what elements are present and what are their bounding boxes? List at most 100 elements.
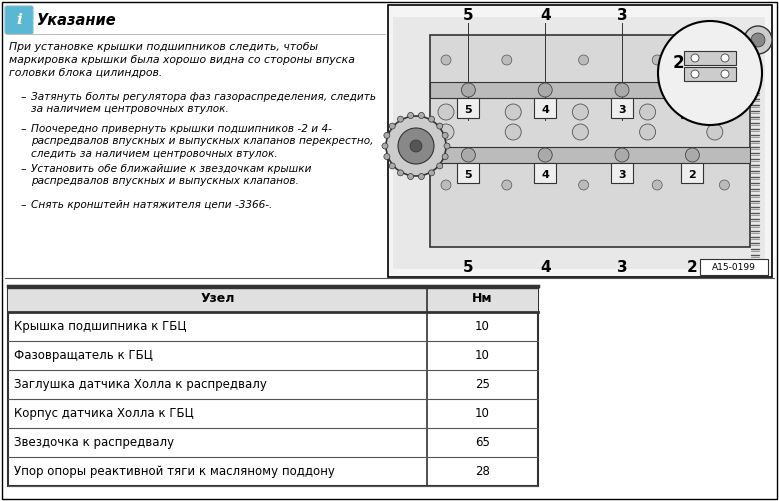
Circle shape xyxy=(719,55,729,65)
Bar xyxy=(388,5,772,277)
Circle shape xyxy=(428,170,435,176)
Text: Установить обе ближайшие к звездочкам крышки
распредвалов впускных и выпускных к: Установить обе ближайшие к звездочкам кр… xyxy=(31,164,312,186)
Circle shape xyxy=(615,83,629,97)
Text: Узел: Узел xyxy=(200,293,234,306)
Bar xyxy=(457,163,479,183)
Circle shape xyxy=(506,124,521,140)
Circle shape xyxy=(461,148,475,162)
Text: 4: 4 xyxy=(541,105,549,115)
Text: 4: 4 xyxy=(540,8,551,23)
Circle shape xyxy=(640,124,656,140)
Bar xyxy=(430,82,750,98)
Text: 28: 28 xyxy=(475,465,490,478)
Circle shape xyxy=(707,124,723,140)
Bar xyxy=(430,147,750,163)
Text: –: – xyxy=(20,200,26,210)
Circle shape xyxy=(418,173,425,179)
Circle shape xyxy=(441,180,451,190)
Circle shape xyxy=(707,104,723,120)
Circle shape xyxy=(438,124,454,140)
Circle shape xyxy=(721,54,729,62)
Circle shape xyxy=(382,143,388,149)
Circle shape xyxy=(615,148,629,162)
Bar xyxy=(534,163,556,183)
Circle shape xyxy=(686,83,700,97)
Circle shape xyxy=(686,148,700,162)
Text: 65: 65 xyxy=(475,436,490,449)
Circle shape xyxy=(658,21,762,125)
Circle shape xyxy=(407,112,414,118)
Circle shape xyxy=(444,143,450,149)
Circle shape xyxy=(744,26,772,54)
Circle shape xyxy=(640,104,656,120)
Circle shape xyxy=(579,55,589,65)
Text: Указание: Указание xyxy=(37,13,117,28)
Circle shape xyxy=(573,124,588,140)
Circle shape xyxy=(418,112,425,118)
Circle shape xyxy=(428,116,435,122)
Text: 2: 2 xyxy=(689,170,696,180)
Text: 10: 10 xyxy=(475,349,490,362)
Circle shape xyxy=(461,83,475,97)
Circle shape xyxy=(538,83,552,97)
Circle shape xyxy=(691,70,699,78)
Circle shape xyxy=(719,180,729,190)
Circle shape xyxy=(691,54,699,62)
Bar xyxy=(684,51,736,65)
Text: 5: 5 xyxy=(464,105,472,115)
Circle shape xyxy=(410,140,422,152)
Circle shape xyxy=(441,55,451,65)
Text: 3: 3 xyxy=(617,260,627,275)
Bar xyxy=(8,286,538,486)
Text: Крышка подшипника к ГБЦ: Крышка подшипника к ГБЦ xyxy=(14,320,186,333)
Text: 4: 4 xyxy=(541,170,549,180)
Text: Снять кронштейн натяжителя цепи -3366-.: Снять кронштейн натяжителя цепи -3366-. xyxy=(31,200,273,210)
Text: –: – xyxy=(20,124,26,134)
Text: 10: 10 xyxy=(475,407,490,420)
Circle shape xyxy=(407,173,414,179)
Circle shape xyxy=(442,154,448,160)
Text: Звездочка к распредвалу: Звездочка к распредвалу xyxy=(14,436,174,449)
Bar xyxy=(611,163,633,183)
Circle shape xyxy=(398,128,434,164)
Circle shape xyxy=(437,123,442,129)
Text: Заглушка датчика Холла к распредвалу: Заглушка датчика Холла к распредвалу xyxy=(14,378,267,391)
Text: 10: 10 xyxy=(475,320,490,333)
Circle shape xyxy=(390,163,395,169)
Circle shape xyxy=(652,55,662,65)
Circle shape xyxy=(506,104,521,120)
Circle shape xyxy=(384,132,390,138)
Bar xyxy=(682,163,703,183)
Text: 5: 5 xyxy=(463,8,474,23)
Circle shape xyxy=(751,33,765,47)
Bar xyxy=(700,259,768,275)
Bar xyxy=(430,35,750,247)
Text: 4: 4 xyxy=(540,260,551,275)
Text: Нм: Нм xyxy=(472,293,492,306)
Circle shape xyxy=(502,55,512,65)
Text: A15-0199: A15-0199 xyxy=(712,263,756,272)
Text: 25: 25 xyxy=(475,378,490,391)
Text: Затянуть болты регулятора фаз газораспределения, следить
за наличием центровочны: Затянуть болты регулятора фаз газораспре… xyxy=(31,92,376,114)
Text: Фазовращатель к ГБЦ: Фазовращатель к ГБЦ xyxy=(14,349,153,362)
Text: 3: 3 xyxy=(617,8,627,23)
Circle shape xyxy=(397,170,404,176)
Text: –: – xyxy=(20,164,26,174)
Text: 3: 3 xyxy=(619,105,626,115)
Circle shape xyxy=(442,132,448,138)
Circle shape xyxy=(652,180,662,190)
Text: 5: 5 xyxy=(464,170,472,180)
Circle shape xyxy=(538,148,552,162)
Bar xyxy=(684,67,736,81)
Circle shape xyxy=(438,104,454,120)
Bar xyxy=(457,98,479,118)
Circle shape xyxy=(384,154,390,160)
Bar xyxy=(393,17,765,269)
Circle shape xyxy=(502,180,512,190)
Circle shape xyxy=(397,116,404,122)
Circle shape xyxy=(386,116,446,176)
Circle shape xyxy=(721,70,729,78)
Text: 2: 2 xyxy=(687,260,698,275)
FancyBboxPatch shape xyxy=(5,6,33,34)
Text: 5: 5 xyxy=(463,260,474,275)
